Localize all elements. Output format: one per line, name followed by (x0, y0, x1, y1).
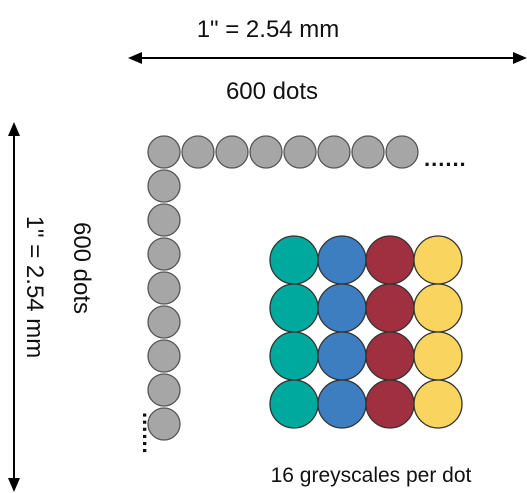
color-dot (365, 379, 415, 429)
color-dot (413, 379, 463, 429)
color-dot (365, 235, 415, 285)
grey-dot (147, 203, 181, 237)
color-dot (269, 283, 319, 333)
grey-dot (147, 169, 181, 203)
horizontal-arrow (128, 52, 527, 64)
vertical-dots-label: 600 dots (68, 222, 95, 314)
color-dot (317, 379, 367, 429)
grey-dot (351, 135, 385, 169)
color-dot (317, 235, 367, 285)
grey-dot (147, 305, 181, 339)
color-dot (317, 283, 367, 333)
vertical-ellipsis: ...... (138, 412, 163, 455)
horizontal-dots-label: 600 dots (226, 78, 318, 105)
color-dot (269, 379, 319, 429)
grey-dot (147, 407, 181, 441)
color-dot (365, 283, 415, 333)
grey-dot (147, 373, 181, 407)
vertical-arrow (8, 122, 20, 492)
color-dot (269, 235, 319, 285)
grey-dot (317, 135, 351, 169)
color-dot (413, 283, 463, 333)
grey-dot (147, 237, 181, 271)
color-dot (413, 235, 463, 285)
grey-dot (385, 135, 419, 169)
grey-dot (147, 271, 181, 305)
grey-dot (181, 135, 215, 169)
color-dot (413, 331, 463, 381)
vertical-dot-column (147, 169, 181, 441)
grey-dot (147, 135, 181, 169)
vertical-measure-label: 1" = 2.54 mm (21, 216, 48, 359)
grid-caption: 16 greyscales per dot (271, 464, 472, 487)
color-dot (269, 331, 319, 381)
horizontal-measure-label: 1" = 2.54 mm (197, 16, 340, 43)
color-dot (365, 331, 415, 381)
greyscale-color-grid (269, 235, 463, 429)
color-dot (317, 331, 367, 381)
grey-dot (147, 339, 181, 373)
grey-dot (283, 135, 317, 169)
horizontal-dot-row (147, 135, 419, 169)
horizontal-ellipsis: ...... (424, 146, 467, 171)
grey-dot (215, 135, 249, 169)
grey-dot (249, 135, 283, 169)
